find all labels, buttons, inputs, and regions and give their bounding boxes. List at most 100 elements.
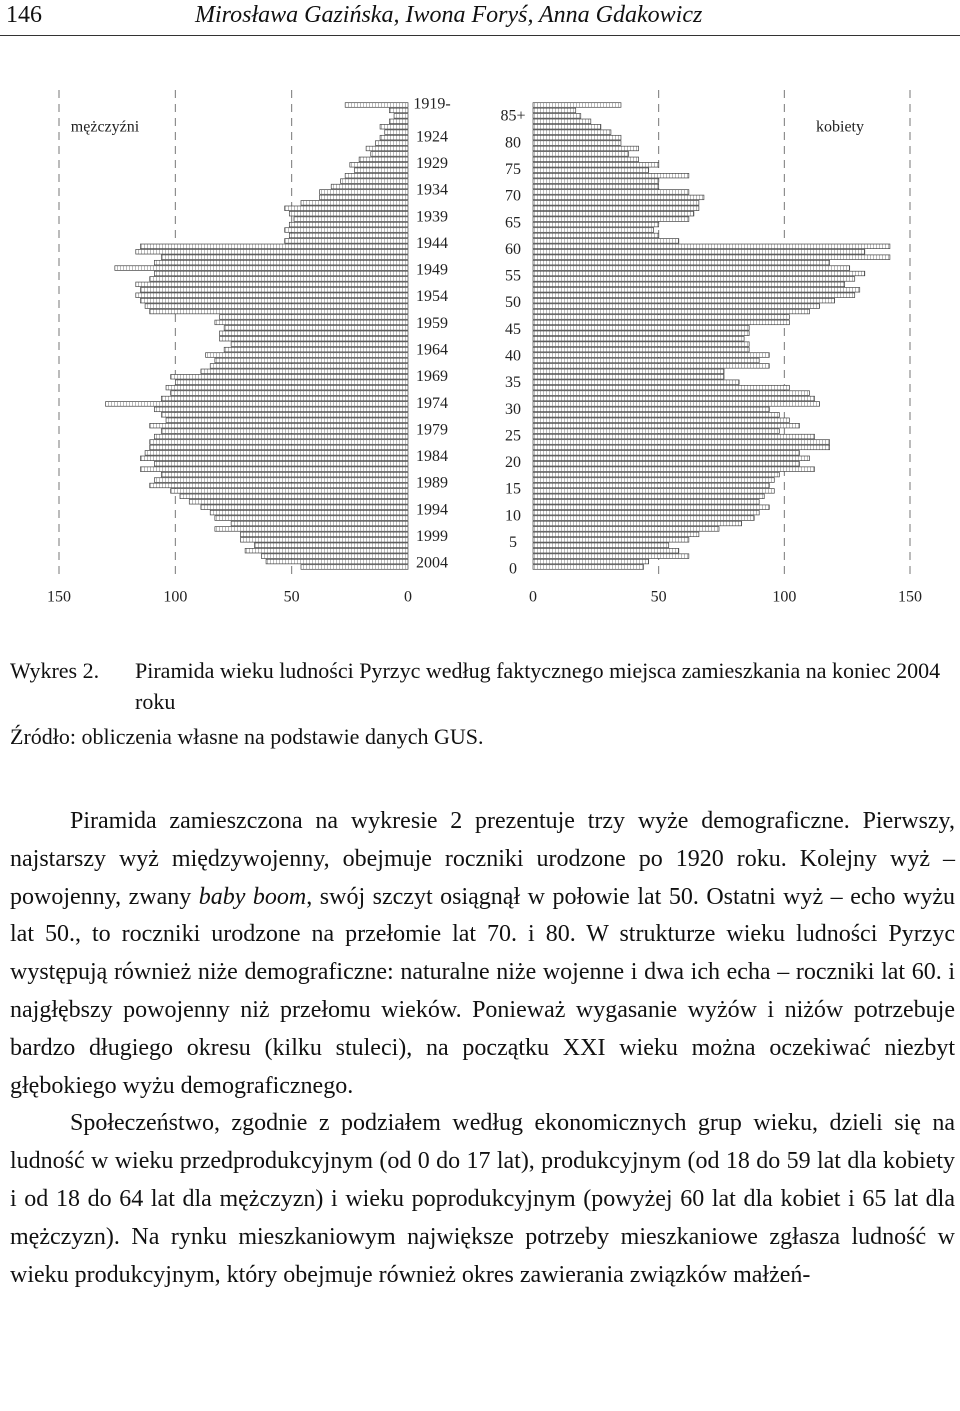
bar: [154, 270, 409, 277]
bar: [532, 439, 830, 445]
bar: [219, 330, 409, 336]
x-tick-label: 0: [529, 589, 537, 606]
bar: [344, 102, 409, 108]
bar: [532, 336, 745, 342]
x-tick-label: 100: [772, 589, 796, 606]
bar: [344, 173, 409, 179]
bar: [532, 455, 810, 461]
bar: [532, 482, 770, 489]
bar: [532, 444, 830, 451]
bar: [532, 504, 770, 510]
bar: [532, 205, 700, 211]
bar: [330, 183, 409, 190]
birth-year-label: 1954: [416, 288, 448, 305]
bar: [532, 232, 660, 239]
bar: [149, 308, 409, 315]
age-label: 85+: [500, 108, 525, 125]
bar: [140, 243, 409, 249]
bar: [284, 238, 409, 244]
bar: [214, 357, 409, 364]
bar: [170, 390, 409, 396]
bar: [230, 341, 409, 347]
bar: [154, 433, 409, 440]
bar: [379, 134, 409, 141]
bar: [214, 319, 409, 326]
bar: [135, 292, 409, 298]
birth-year-label: 1979: [416, 421, 448, 438]
bar: [319, 189, 409, 195]
bar: [200, 504, 409, 510]
bar: [230, 520, 409, 527]
bar: [288, 232, 409, 239]
bar: [532, 558, 649, 565]
paragraph: Piramida zamieszczona na wykresie 2 prez…: [10, 803, 955, 1105]
bar: [532, 428, 780, 434]
age-label: 0: [509, 561, 517, 578]
bar: [532, 330, 750, 336]
bar: [261, 553, 409, 559]
bar: [532, 548, 680, 554]
bar: [532, 374, 725, 380]
bar: [288, 211, 409, 217]
bar: [154, 259, 409, 266]
bar: [219, 314, 409, 320]
bar: [340, 178, 409, 184]
bar: [149, 423, 409, 429]
age-label: 30: [505, 401, 521, 418]
bar: [532, 346, 750, 353]
bar: [170, 374, 409, 380]
bar: [532, 509, 760, 516]
bar: [389, 107, 409, 114]
bar: [532, 417, 790, 423]
page-number: 146: [6, 2, 42, 28]
bar: [244, 548, 409, 554]
bar: [154, 477, 409, 483]
text: Społeczeństwo, zgodnie z podziałem wedłu…: [10, 1110, 955, 1288]
age-label: 5: [509, 534, 517, 551]
bar: [532, 145, 639, 152]
bar: [154, 406, 409, 413]
bar: [532, 363, 770, 369]
bar: [532, 488, 775, 494]
bar: [149, 444, 409, 451]
bar: [532, 325, 750, 331]
bar: [532, 450, 800, 456]
bar: [532, 221, 660, 228]
authors: Mirosława Gazińska, Iwona Foryś, Anna Gd…: [195, 2, 703, 28]
paragraph: Społeczeństwo, zgodnie z podziałem wedłu…: [10, 1105, 955, 1294]
bar: [135, 281, 409, 288]
bar: [370, 151, 409, 157]
bar: [532, 227, 654, 233]
bar: [532, 303, 820, 309]
bar: [358, 156, 409, 163]
bar: [223, 346, 409, 353]
bar: [154, 461, 409, 467]
bar: [214, 526, 409, 532]
bar: [532, 423, 800, 429]
birth-year-label: 1919-: [413, 96, 450, 113]
bar: [532, 140, 622, 146]
age-label: 40: [505, 347, 521, 364]
bar: [532, 178, 660, 184]
bar: [532, 216, 690, 222]
bar: [532, 211, 695, 217]
bar: [284, 205, 409, 211]
bar: [209, 363, 409, 369]
bar: [532, 162, 660, 168]
bar: [161, 428, 409, 434]
birth-year-label: 1974: [416, 395, 448, 412]
bar: [140, 466, 409, 472]
bar: [532, 390, 810, 396]
bar: [375, 140, 409, 146]
bar: [532, 189, 690, 195]
birth-year-label: 1944: [416, 235, 448, 252]
bar: [532, 194, 705, 201]
bar: [293, 216, 409, 222]
x-tick-label: 150: [47, 589, 71, 606]
bar: [149, 482, 409, 489]
bar: [532, 249, 866, 255]
running-header: 146 Mirosława Gazińska, Iwona Foryś, Ann…: [0, 0, 960, 36]
bar: [532, 167, 649, 173]
bar: [532, 200, 700, 206]
